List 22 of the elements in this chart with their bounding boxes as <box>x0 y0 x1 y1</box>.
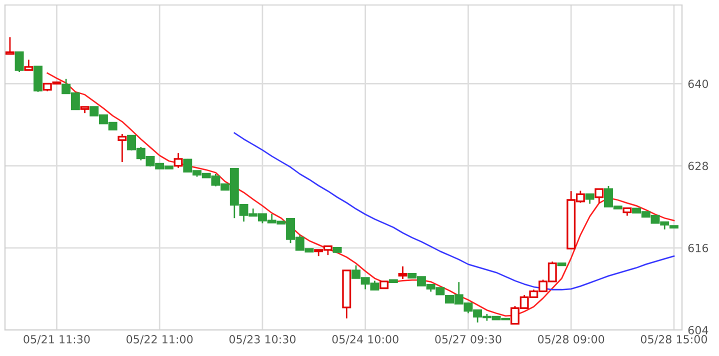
y-tick-label: 616 <box>688 244 708 252</box>
candlestick <box>24 59 34 71</box>
x-tick-label: 05/22 11:00 <box>126 335 193 344</box>
candlestick <box>118 133 127 163</box>
x-tick-label: 05/23 10:30 <box>229 335 296 344</box>
x-tick-label: 05/27 09:30 <box>435 335 502 344</box>
candlestick <box>174 152 183 169</box>
x-tick-label: 05/21 11:30 <box>24 335 90 344</box>
candlestick <box>5 36 14 55</box>
y-tick-label: 640 <box>688 80 708 88</box>
y-tick-label: 604 <box>688 326 708 334</box>
candlestick <box>594 188 604 204</box>
x-tick-label: 05/28 09:00 <box>538 335 604 344</box>
candlestick <box>14 51 24 73</box>
line-series <box>46 72 675 317</box>
candlestick <box>585 193 594 204</box>
x-tick-label: 05/28 15:00 <box>640 335 708 344</box>
x-tick-label: 05/24 10:00 <box>332 335 398 344</box>
y-tick-label: 628 <box>688 162 708 170</box>
candlestick <box>398 266 408 280</box>
line-series <box>234 132 675 290</box>
candlestick <box>34 66 42 93</box>
